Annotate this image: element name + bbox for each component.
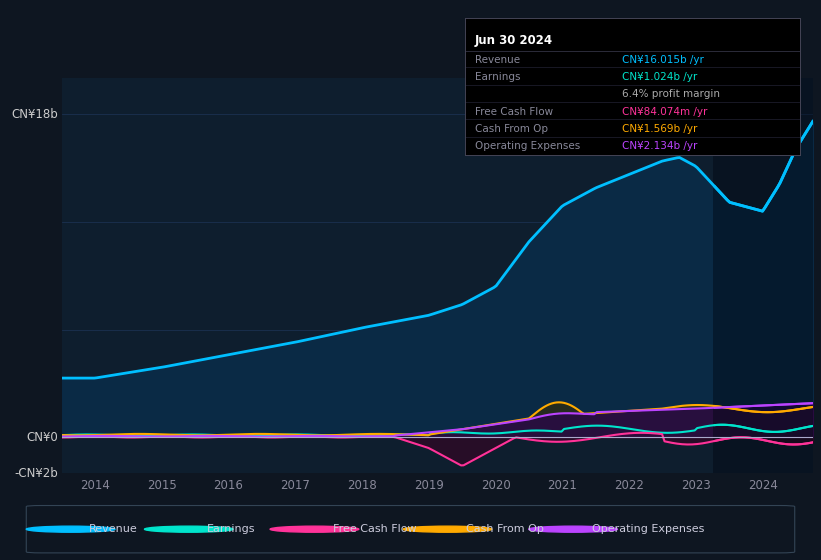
Text: CN¥2.134b /yr: CN¥2.134b /yr <box>622 141 698 151</box>
Text: Revenue: Revenue <box>475 54 521 64</box>
Circle shape <box>26 526 115 532</box>
Text: Free Cash Flow: Free Cash Flow <box>333 524 416 534</box>
FancyBboxPatch shape <box>26 506 795 553</box>
Circle shape <box>403 526 492 532</box>
Text: Earnings: Earnings <box>208 524 256 534</box>
Text: CN¥16.015b /yr: CN¥16.015b /yr <box>622 54 704 64</box>
Text: CN¥84.074m /yr: CN¥84.074m /yr <box>622 106 708 116</box>
Text: -CN¥2b: -CN¥2b <box>14 466 57 480</box>
Circle shape <box>529 526 617 532</box>
Text: CN¥18b: CN¥18b <box>11 108 57 121</box>
Text: Operating Expenses: Operating Expenses <box>591 524 704 534</box>
Text: CN¥1.569b /yr: CN¥1.569b /yr <box>622 124 698 134</box>
Text: Operating Expenses: Operating Expenses <box>475 141 580 151</box>
Text: 6.4% profit margin: 6.4% profit margin <box>622 89 721 99</box>
Circle shape <box>270 526 359 532</box>
Text: CN¥1.024b /yr: CN¥1.024b /yr <box>622 72 698 82</box>
Text: Jun 30 2024: Jun 30 2024 <box>475 35 553 48</box>
Text: Earnings: Earnings <box>475 72 521 82</box>
Text: CN¥0: CN¥0 <box>26 431 57 444</box>
Text: Cash From Op: Cash From Op <box>466 524 544 534</box>
Text: Revenue: Revenue <box>89 524 138 534</box>
Bar <box>713 78 813 473</box>
Text: Cash From Op: Cash From Op <box>475 124 548 134</box>
Text: Free Cash Flow: Free Cash Flow <box>475 106 553 116</box>
Circle shape <box>144 526 233 532</box>
